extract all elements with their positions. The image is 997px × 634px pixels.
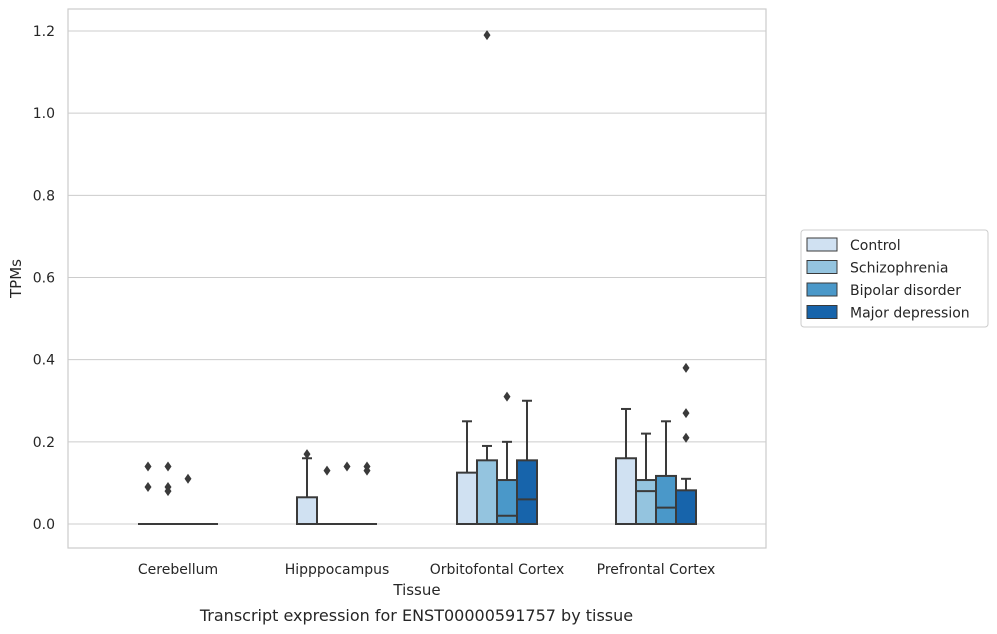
outlier-point <box>682 362 690 373</box>
box-body <box>635 479 657 525</box>
x-tick-label: Cerebellum <box>138 562 218 578</box>
box-1-3 <box>357 461 377 525</box>
outlier-point <box>303 449 311 460</box>
y-tick-label: 0.0 <box>33 517 55 533</box>
box-body <box>456 471 478 526</box>
x-tick-label: Prefrontal Cortex <box>597 562 716 578</box>
legend-frame <box>800 229 989 328</box>
legend-swatch <box>806 237 838 252</box>
box-3-2 <box>655 420 677 525</box>
x-tick-labels: Cerebellum Hipppocampus Orbitofontal Corte… <box>138 562 715 578</box>
legend-label: Schizophrenia <box>850 261 948 277</box>
outlier-point <box>363 465 371 476</box>
plot-frame <box>67 8 767 549</box>
box-2-1 <box>476 30 498 525</box>
outlier-point <box>503 391 511 402</box>
y-tick-label: 1.2 <box>33 24 55 40</box>
figure-caption: Transcript expression for ENST0000059175… <box>199 606 634 625</box>
box-body <box>675 489 697 526</box>
box-body <box>496 479 518 525</box>
y-tick-label: 1.0 <box>33 106 55 122</box>
outlier-point <box>184 473 192 484</box>
legend-label: Control <box>850 238 901 254</box>
box-body <box>476 459 498 525</box>
outlier-point <box>164 486 172 497</box>
box-1-2 <box>337 461 357 525</box>
outlier-point <box>682 408 690 419</box>
boxes <box>138 30 697 526</box>
y-tick-label: 0.4 <box>33 353 55 369</box>
y-axis-label: TPMs <box>7 259 25 299</box>
box-1-0 <box>296 449 318 526</box>
legend: Control Schizophrenia Bipolar disorder Majo… <box>800 229 989 328</box>
box-body <box>296 496 318 526</box>
box-body <box>615 457 637 525</box>
box-0-0 <box>138 461 158 525</box>
outlier-point <box>483 30 491 41</box>
y-tick-label: 0.2 <box>33 435 55 451</box>
box-3-0 <box>615 407 637 525</box>
box-3-1 <box>635 432 657 525</box>
legend-label: Bipolar disorder <box>850 283 961 299</box>
box-2-0 <box>456 420 478 526</box>
outlier-point <box>343 461 351 472</box>
box-3-3 <box>675 362 697 526</box>
box-body <box>655 474 677 525</box>
y-tick-label: 0.8 <box>33 188 55 204</box>
outlier-point <box>164 461 172 472</box>
legend-swatch <box>806 305 838 319</box>
x-tick-label: Hipppocampus <box>285 562 390 578</box>
outlier-point <box>682 432 690 443</box>
box-0-1 <box>158 461 178 525</box>
y-tick-labels: 0.0 0.2 0.4 0.6 0.8 1.0 1.2 <box>33 24 55 533</box>
outlier-point <box>144 482 152 493</box>
legend-swatch <box>806 260 838 274</box>
x-tick-label: Orbitofontal Cortex <box>430 562 565 578</box>
y-tick-label: 0.6 <box>33 271 55 287</box>
box-0-2 <box>178 473 198 525</box>
outlier-point <box>323 465 331 476</box>
legend-swatch <box>806 282 838 297</box>
legend-label: Major depression <box>850 306 970 322</box>
box-2-3 <box>516 399 538 525</box>
outlier-point <box>144 461 152 472</box>
x-axis-label: Tissue <box>392 581 440 599</box>
box-body <box>516 459 538 525</box>
box-1-1 <box>317 465 337 525</box>
gridlines <box>68 30 766 525</box>
box-2-2 <box>496 391 518 525</box>
